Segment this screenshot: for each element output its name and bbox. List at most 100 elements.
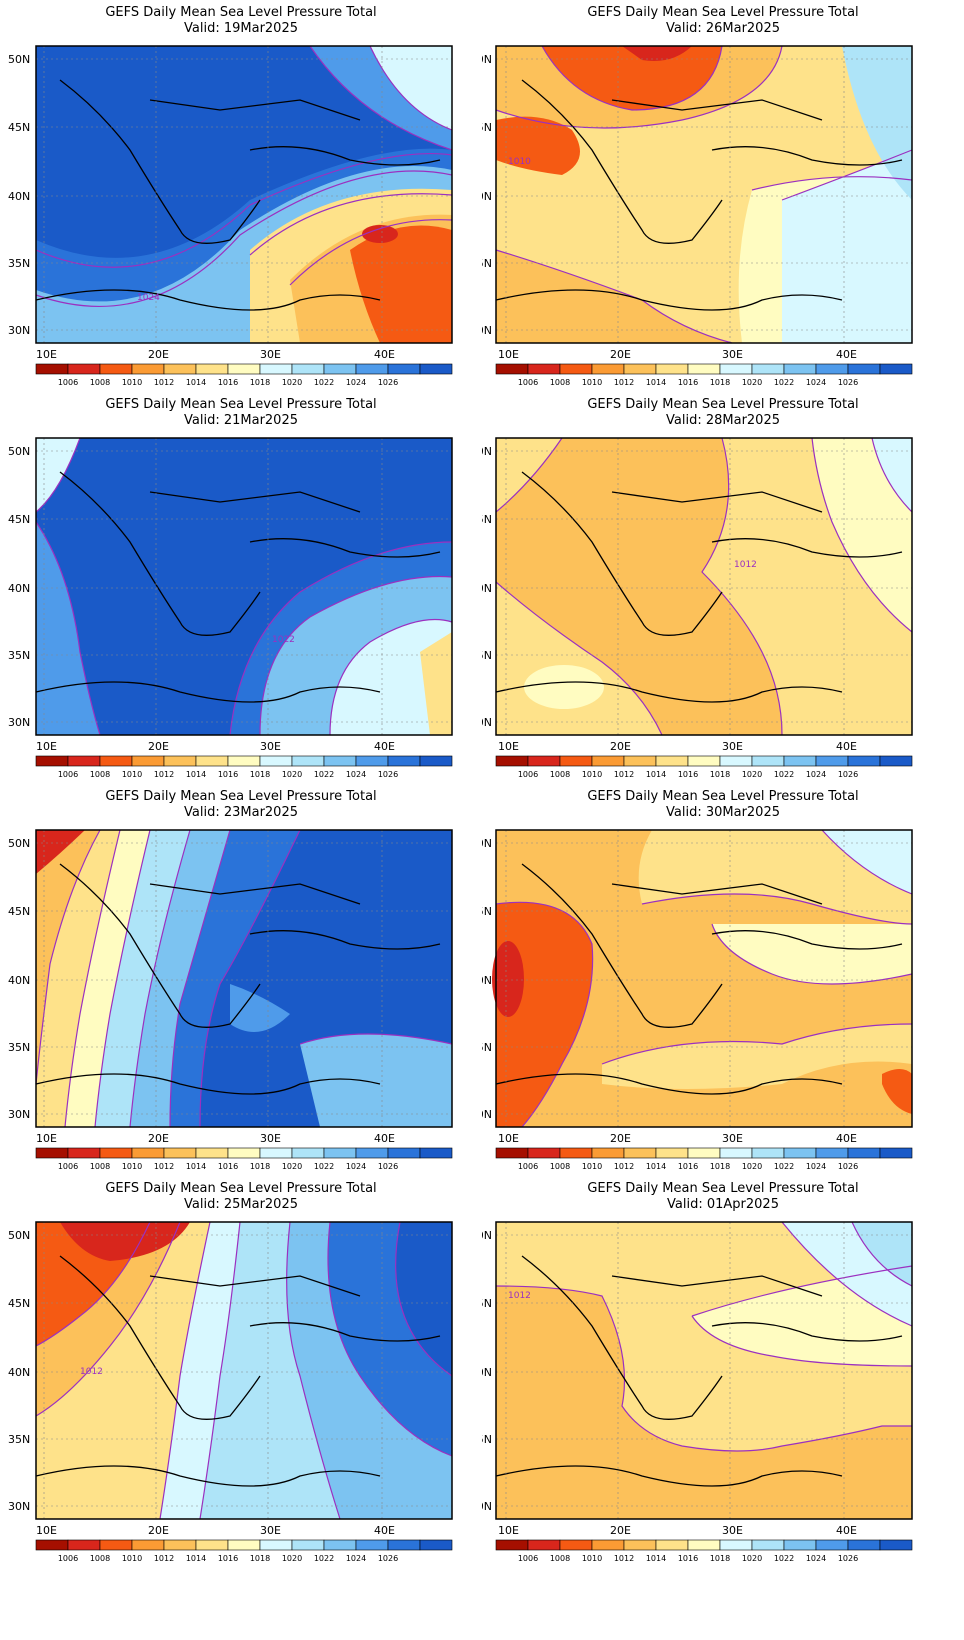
color-legend: 1006 1008 1010 1012 1014 1016 1018 1020 1022 1024… [35, 755, 453, 779]
legend-swatch [227, 1539, 261, 1551]
svg-text:30E: 30E [722, 740, 743, 753]
legend-swatch [67, 363, 101, 375]
panel-title: GEFS Daily Mean Sea Level Pressure Total [105, 5, 377, 20]
legend-swatch [719, 1539, 753, 1551]
graticule [496, 1222, 912, 1519]
legend-swatch [751, 1147, 785, 1159]
map-panel-26mar2025: GEFS Daily Mean Sea Level Pressure Total… [482, 0, 964, 410]
contour-label: 1012 [508, 1291, 531, 1301]
legend-level-label: 1008 [90, 1162, 110, 1171]
legend-level-label: 1010 [582, 378, 602, 387]
legend-swatch [495, 1147, 529, 1159]
legend-swatch [259, 1147, 293, 1159]
lon-tick-labels: 10E 20E 30E 40E [498, 1524, 857, 1537]
legend-level-label: 1010 [122, 1554, 142, 1563]
legend-level-label: 1006 [518, 1554, 538, 1563]
map-panel-19mar2025: GEFS Daily Mean Sea Level Pressure Total… [0, 0, 482, 410]
legend-level-label: 1012 [614, 1162, 634, 1171]
legend-level-label: 1024 [346, 770, 366, 779]
pressure-map: 1012 50N 45N 40N 35N 30N 10E 20E 30E 40E [482, 437, 913, 753]
legend-level-label: 1006 [58, 1554, 78, 1563]
coastline-borders [495, 471, 903, 703]
svg-text:35N: 35N [8, 1041, 30, 1054]
coastline-borders [35, 1255, 441, 1487]
panel-valid-date: Valid: 01Apr2025 [667, 1197, 779, 1212]
legend-level-label: 1018 [710, 770, 730, 779]
svg-text:40N: 40N [482, 582, 492, 595]
legend-swatch [163, 755, 197, 767]
legend-swatch [99, 363, 133, 375]
legend-level-label: 1014 [186, 770, 206, 779]
svg-text:45N: 45N [482, 513, 492, 526]
svg-text:45N: 45N [482, 1297, 492, 1310]
legend-swatch [495, 1539, 529, 1551]
coastline-borders [35, 79, 441, 311]
legend-swatch [559, 1539, 593, 1551]
svg-text:35N: 35N [482, 1433, 492, 1446]
legend-level-label: 1020 [282, 1554, 302, 1563]
legend-level-label: 1014 [646, 1554, 666, 1563]
svg-text:40E: 40E [374, 1132, 395, 1145]
legend-swatch [419, 1539, 453, 1551]
svg-text:20E: 20E [148, 1132, 169, 1145]
legend-level-label: 1024 [806, 770, 826, 779]
graticule [36, 46, 452, 343]
contour-label: 1010 [508, 157, 531, 167]
panel-valid-date: Valid: 28Mar2025 [666, 413, 780, 428]
svg-text:40N: 40N [482, 974, 492, 987]
legend-swatch [355, 1539, 389, 1551]
legend-swatch [591, 1539, 625, 1551]
graticule [36, 1222, 452, 1519]
legend-swatch [227, 755, 261, 767]
legend-level-label: 1008 [550, 1162, 570, 1171]
legend-swatch [783, 1147, 817, 1159]
legend-level-label: 1026 [838, 1162, 858, 1171]
legend-swatch [623, 755, 657, 767]
legend-level-label: 1008 [550, 1554, 570, 1563]
coastline-borders [495, 1255, 903, 1487]
legend-level-label: 1026 [378, 770, 398, 779]
svg-text:30N: 30N [8, 716, 30, 729]
legend-level-label: 1022 [314, 1162, 334, 1171]
svg-text:40E: 40E [374, 348, 395, 361]
svg-text:20E: 20E [148, 1524, 169, 1537]
legend-swatch [259, 363, 293, 375]
legend-swatch [195, 1147, 229, 1159]
legend-swatch [815, 755, 849, 767]
legend-level-label: 1024 [346, 1162, 366, 1171]
legend-swatch [687, 1147, 721, 1159]
legend-level-label: 1016 [678, 1162, 698, 1171]
svg-text:30N: 30N [8, 324, 30, 337]
legend-swatch [623, 363, 657, 375]
legend-swatch [655, 1147, 689, 1159]
legend-level-label: 1022 [774, 378, 794, 387]
svg-text:30N: 30N [482, 1108, 492, 1121]
legend-swatch [291, 363, 325, 375]
svg-text:50N: 50N [482, 1229, 492, 1242]
graticule [496, 46, 912, 343]
legend-swatch [623, 1539, 657, 1551]
legend-swatch [687, 363, 721, 375]
panel-valid-date: Valid: 21Mar2025 [184, 413, 298, 428]
panel-valid-date: Valid: 19Mar2025 [184, 21, 298, 36]
svg-text:30N: 30N [8, 1108, 30, 1121]
panel-title: GEFS Daily Mean Sea Level Pressure Total [587, 789, 859, 804]
legend-level-label: 1024 [346, 378, 366, 387]
lat-tick-labels: 50N 45N 40N 35N 30N [8, 53, 30, 337]
map-panel-28mar2025: GEFS Daily Mean Sea Level Pressure Total… [482, 392, 964, 802]
svg-text:45N: 45N [8, 513, 30, 526]
legend-swatch [815, 1147, 849, 1159]
legend-level-label: 1014 [186, 378, 206, 387]
legend-swatch [783, 1539, 817, 1551]
svg-text:45N: 45N [8, 905, 30, 918]
legend-swatch [131, 1147, 165, 1159]
legend-level-label: 1006 [58, 770, 78, 779]
svg-text:45N: 45N [482, 905, 492, 918]
svg-text:20E: 20E [610, 1132, 631, 1145]
legend-swatch [99, 1539, 133, 1551]
svg-text:10E: 10E [36, 1132, 57, 1145]
legend-level-label: 1008 [550, 378, 570, 387]
legend-level-label: 1016 [218, 378, 238, 387]
pressure-map: 1012 50N 45N 40N 35N 30N 10E 20E 30E 40E [8, 1221, 453, 1537]
legend-level-label: 1024 [806, 378, 826, 387]
